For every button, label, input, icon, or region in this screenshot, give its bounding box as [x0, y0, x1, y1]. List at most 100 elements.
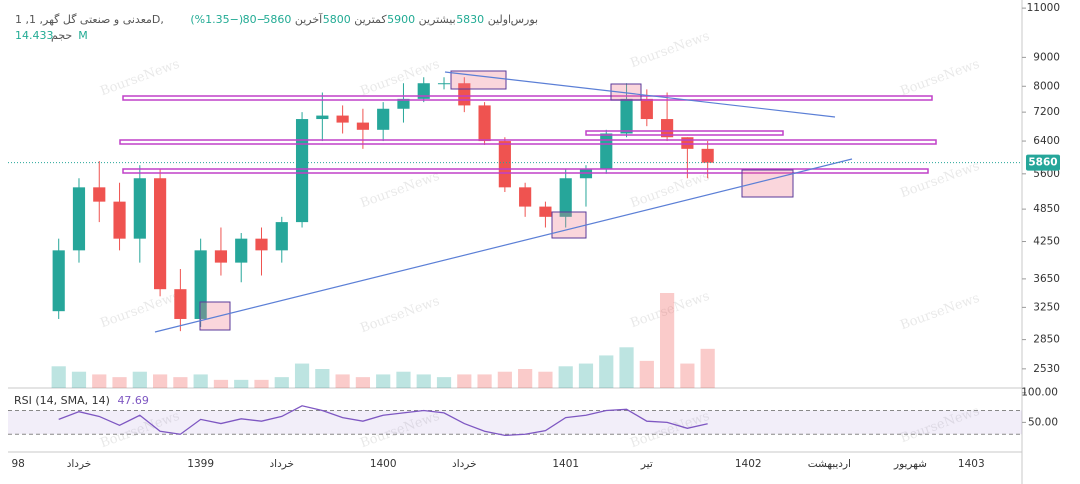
- volume-bar: [639, 360, 654, 388]
- zone-box: [199, 301, 231, 331]
- x-tick-label: 1402: [735, 458, 762, 470]
- candle-body: [519, 187, 532, 207]
- rsi-tick-label: 100.00: [1021, 387, 1058, 399]
- y-tick-label: 4850: [1033, 203, 1060, 215]
- x-tick-label: اردیبهشت: [808, 458, 851, 470]
- volume-bar: [680, 363, 695, 388]
- candle-body: [701, 148, 714, 163]
- volume-bar: [294, 363, 310, 388]
- y-tick-label: 3650: [1033, 273, 1060, 285]
- candle-body: [174, 289, 187, 319]
- volume-bar: [254, 379, 269, 388]
- level-line: [585, 130, 784, 136]
- volume-bar: [497, 371, 512, 388]
- volume-bar: [416, 374, 431, 388]
- volume-bar: [132, 371, 147, 388]
- volume-bar: [153, 374, 168, 388]
- candle-body: [478, 105, 491, 142]
- legend-label: کمترین: [354, 13, 387, 26]
- y-tick-label: 2850: [1033, 334, 1060, 346]
- level-line: [122, 168, 929, 174]
- y-tick-label: 9000: [1033, 51, 1060, 63]
- candle-body: [539, 206, 552, 217]
- y-tick-label: 11000: [1027, 2, 1060, 14]
- legend-label: اولین: [488, 13, 511, 26]
- candle-body: [295, 119, 309, 223]
- volume-bar: [578, 363, 594, 388]
- zone-box: [610, 83, 642, 101]
- x-tick-label: 1400: [370, 458, 397, 470]
- candle-body: [620, 98, 633, 134]
- legend-value: 5830: [456, 13, 484, 26]
- y-tick-label: 7200: [1033, 106, 1060, 118]
- volume-bar: [71, 371, 87, 388]
- rsi-title: RSI (14, SMA, 14): [14, 394, 110, 407]
- trend-line: [444, 71, 836, 118]
- rsi-value: 47.69: [117, 394, 149, 407]
- legend-value: 5860: [263, 13, 291, 26]
- legend-value: 5800: [323, 13, 351, 26]
- volume-bar: [315, 369, 330, 388]
- volume-bar: [518, 369, 533, 388]
- rsi-line: [58, 405, 708, 437]
- volume-bar: [173, 377, 188, 388]
- candle-body: [661, 119, 674, 138]
- symbol-legend: 1 ,معدنی و صنعتی گل گهر, 1D, بورس اولین …: [15, 12, 538, 26]
- candle-body: [579, 169, 593, 179]
- volume-bar: [538, 371, 553, 388]
- zone-box: [551, 211, 587, 239]
- volume-bar: [355, 377, 370, 388]
- rsi-tick-label: 50.00: [1028, 416, 1058, 428]
- volume-bar: [335, 374, 350, 388]
- candle-body: [681, 137, 694, 149]
- volume-bar: [376, 374, 391, 388]
- candle-body: [498, 141, 511, 188]
- volume-bar: [457, 374, 472, 388]
- x-tick-label: خرداد: [67, 458, 92, 470]
- volume-bar: [660, 293, 675, 388]
- volume-bar: [396, 371, 411, 388]
- x-tick-label: شهریور: [893, 458, 927, 470]
- legend-label: بیشترین: [419, 13, 456, 26]
- candle-body: [235, 238, 248, 263]
- candle-body: [275, 222, 288, 251]
- volume-bar: [599, 355, 614, 388]
- level-line: [119, 139, 937, 145]
- volume-bar: [92, 374, 107, 388]
- candle-body: [113, 201, 126, 239]
- volume-bar: [193, 374, 208, 388]
- candle-body: [316, 115, 329, 120]
- level-line: [122, 95, 933, 101]
- volume-bar: [51, 366, 66, 388]
- candle-body: [154, 178, 167, 290]
- volume-bar: [700, 348, 715, 388]
- volume-bar: [477, 374, 492, 388]
- candle-body: [377, 108, 390, 130]
- x-tick-label: خرداد: [269, 458, 294, 470]
- rsi-band: [8, 410, 1022, 435]
- candle-body: [356, 122, 369, 130]
- candle-body: [600, 133, 613, 170]
- candle-body: [336, 115, 349, 123]
- x-tick-label: 98: [11, 458, 24, 470]
- candle-body: [417, 83, 430, 99]
- x-tick-label: تیر: [640, 458, 653, 470]
- candle-body: [640, 98, 653, 120]
- volume-bar: [436, 377, 452, 388]
- candle-body: [255, 238, 268, 251]
- legend-value: 5900: [387, 13, 415, 26]
- volume-legend: حجم 14.433M: [15, 29, 88, 42]
- volume-bar: [558, 366, 573, 388]
- last-price-tag: [1026, 154, 1060, 171]
- volume-bar: [619, 347, 634, 388]
- legend-label: حجم: [51, 29, 72, 42]
- y-tick-label: 5600: [1033, 168, 1060, 180]
- volume-bar: [274, 377, 289, 388]
- volume-bar: [213, 379, 229, 388]
- candle-body: [93, 187, 106, 202]
- zone-box: [450, 70, 507, 90]
- legend-change-pct: (−1.35%): [190, 13, 243, 26]
- rsi-legend: RSI (14, SMA, 14) 47.69: [14, 394, 149, 407]
